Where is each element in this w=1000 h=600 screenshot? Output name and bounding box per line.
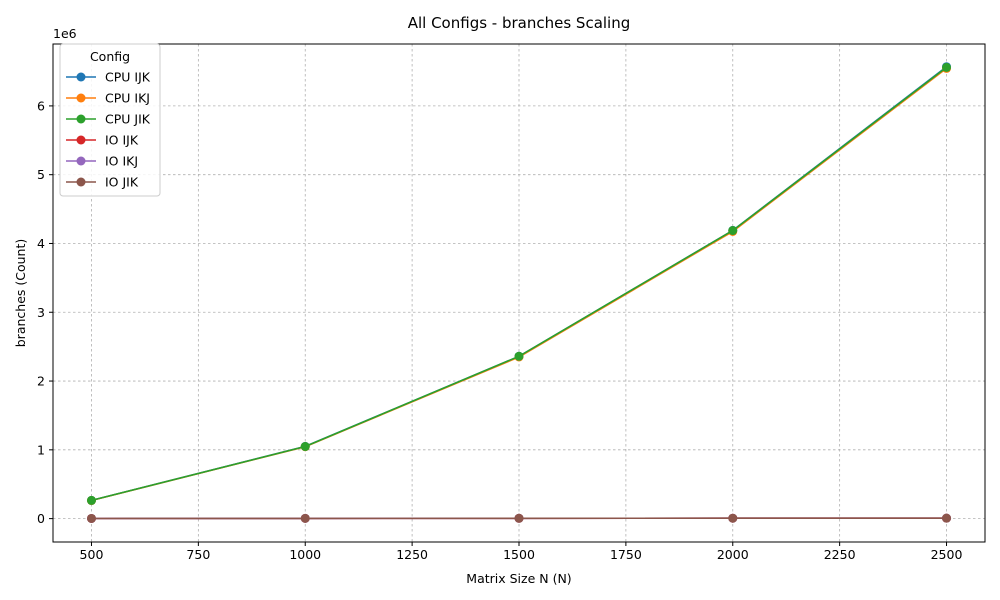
legend-marker-cpu-jik [76,114,86,124]
y-tick-label: 2 [37,374,45,389]
y-tick-label: 3 [37,305,45,320]
x-tick-label: 1500 [503,547,535,562]
data-point-io-jik [514,513,524,523]
chart-title: All Configs - branches Scaling [408,14,631,32]
y-axis-label: branches (Count) [13,239,28,348]
data-point-io-jik [728,513,738,523]
legend-label-cpu-ijk: CPU IJK [105,70,151,85]
grid-lines [53,44,985,542]
data-point-cpu-jik [514,351,524,361]
legend-label-io-ijk: IO IJK [105,133,139,148]
x-tick-label: 1000 [289,547,321,562]
legend-label-cpu-ikj: CPU IKJ [105,91,150,106]
x-tick-label: 1750 [610,547,642,562]
legend-label-io-ikj: IO IKJ [105,154,138,169]
legend-items: CPU IJK CPU IKJ CPU JIK IO IJK IO IKJ IO JIK [66,70,151,190]
legend-marker-io-ikj [76,156,86,166]
axis-ticks: 500 750 1000 1250 1500 1750 2000 2250 2500 0 1 2 3 4 5… [37,98,962,562]
series-lines [86,62,952,523]
legend-label-io-jik: IO JIK [105,175,139,190]
data-point-cpu-jik [300,442,310,452]
x-tick-label: 750 [186,547,210,562]
x-tick-label: 500 [80,547,104,562]
legend-box [59,43,161,197]
data-point-cpu-jik [86,495,96,505]
legend-label-cpu-jik: CPU JIK [105,112,151,127]
x-tick-label: 2250 [824,547,856,562]
legend-marker-io-ijk [76,135,86,145]
y-tick-label: 4 [37,236,45,251]
y-tick-label: 6 [37,98,45,113]
y-tick-label: 0 [37,511,45,526]
x-tick-label: 1250 [396,547,428,562]
legend: Config CPU IJK CPU IKJ CPU JIK IO IJK IO IKJ… [59,43,161,197]
data-point-io-jik [86,513,96,523]
legend-marker-cpu-ikj [76,93,86,103]
data-point-cpu-jik [942,62,952,72]
data-point-cpu-jik [728,226,738,236]
x-tick-label: 2000 [717,547,749,562]
legend-marker-cpu-ijk [76,72,86,82]
y-tick-label: 5 [37,167,45,182]
x-tick-label: 2500 [931,547,963,562]
y-multiplier-label: 1e6 [53,26,77,41]
legend-marker-io-jik [76,177,86,187]
data-point-io-jik [942,513,952,523]
y-tick-label: 1 [37,442,45,457]
data-point-io-jik [300,513,310,523]
legend-title: Config [90,49,130,64]
x-axis-label: Matrix Size N (N) [466,571,571,586]
